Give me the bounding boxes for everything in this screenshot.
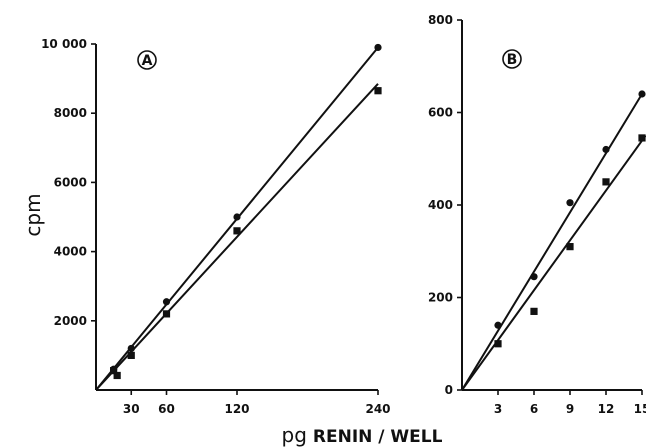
panel-a-point-circle xyxy=(162,298,171,306)
panel-a: 2000 4000 6000 8000 10 000 30 60 120 240 A cpm xyxy=(21,37,391,416)
panel-b-point-circle xyxy=(494,321,502,329)
panel-a-y-ticks: 2000 4000 6000 8000 10 000 xyxy=(41,37,96,328)
panel-b-y-tick-label: 0 xyxy=(445,383,453,397)
panel-a-label-circle xyxy=(137,50,157,70)
panel-b-point-circle xyxy=(602,145,610,154)
x-axis-title: pg RENIN / WELL xyxy=(282,423,443,447)
panel-a-point-circle xyxy=(374,43,382,52)
panel-a-point-square xyxy=(233,227,241,235)
panel-b-label: B xyxy=(507,52,518,68)
panel-b-series xyxy=(461,90,646,391)
x-axis-title-main: RENIN / WELL xyxy=(313,427,443,447)
panel-a-fit-line-square xyxy=(95,83,379,391)
panel-b-x-ticks: 3 6 9 12 15 xyxy=(494,390,646,416)
panel-b-point-square xyxy=(566,243,574,251)
panel-b-y-tick-label: 200 xyxy=(428,291,453,305)
panel-b-y-tick-label: 400 xyxy=(428,198,453,212)
panel-b-x-tick-label: 6 xyxy=(530,402,538,416)
panel-b-x-tick-label: 9 xyxy=(566,402,574,416)
panel-b-y-ticks: 0 200 400 600 800 xyxy=(428,13,462,397)
panel-a-label: A xyxy=(142,53,153,69)
panel-b-point-circle xyxy=(638,90,646,98)
panel-b-point-circle xyxy=(566,199,574,207)
panel-b-fit-line-square xyxy=(461,135,646,391)
panel-a-point-circle xyxy=(233,213,241,221)
panel-b-point-square xyxy=(494,340,502,348)
panel-a-x-tick-label: 240 xyxy=(365,402,390,416)
panel-b-point-square xyxy=(530,307,538,315)
panel-b-x-tick-label: 3 xyxy=(494,402,502,416)
panel-a-x-tick-label: 120 xyxy=(224,402,249,416)
x-axis-title-prefix: pg xyxy=(282,423,307,447)
panel-a-point-square xyxy=(127,351,135,359)
panel-a-x-tick-label: 30 xyxy=(123,402,140,416)
panel-a-point-square xyxy=(110,367,118,375)
y-axis-title: cpm xyxy=(21,193,45,236)
panel-a-y-tick-label: 2000 xyxy=(54,314,87,328)
panel-b-x-tick-label: 15 xyxy=(634,402,646,416)
panel-b-point-square xyxy=(638,134,646,142)
panel-b-y-tick-label: 800 xyxy=(428,13,453,27)
panel-a-point-square xyxy=(162,310,171,318)
panel-a-point-square xyxy=(113,371,121,380)
panel-a-x-ticks: 30 60 120 240 xyxy=(123,390,391,416)
panel-a-series xyxy=(95,43,382,391)
panel-a-x-tick-label: 60 xyxy=(158,402,175,416)
panel-b-fit-line-circle xyxy=(461,93,643,391)
panel-a-y-tick-label: 10 000 xyxy=(41,37,87,51)
panel-a-y-tick-label: 4000 xyxy=(54,245,87,259)
panel-a-y-tick-label: 6000 xyxy=(54,175,87,189)
panel-b-label-circle xyxy=(502,49,522,69)
panel-b-point-circle xyxy=(530,273,538,281)
panel-b-y-tick-label: 600 xyxy=(428,106,453,120)
panel-b-point-square xyxy=(602,178,610,186)
panel-a-y-tick-label: 8000 xyxy=(54,106,87,120)
panel-b-x-tick-label: 12 xyxy=(598,402,615,416)
panel-b: 0 200 400 600 800 3 6 9 12 15 B xyxy=(428,13,646,416)
panel-a-point-square xyxy=(374,87,382,95)
